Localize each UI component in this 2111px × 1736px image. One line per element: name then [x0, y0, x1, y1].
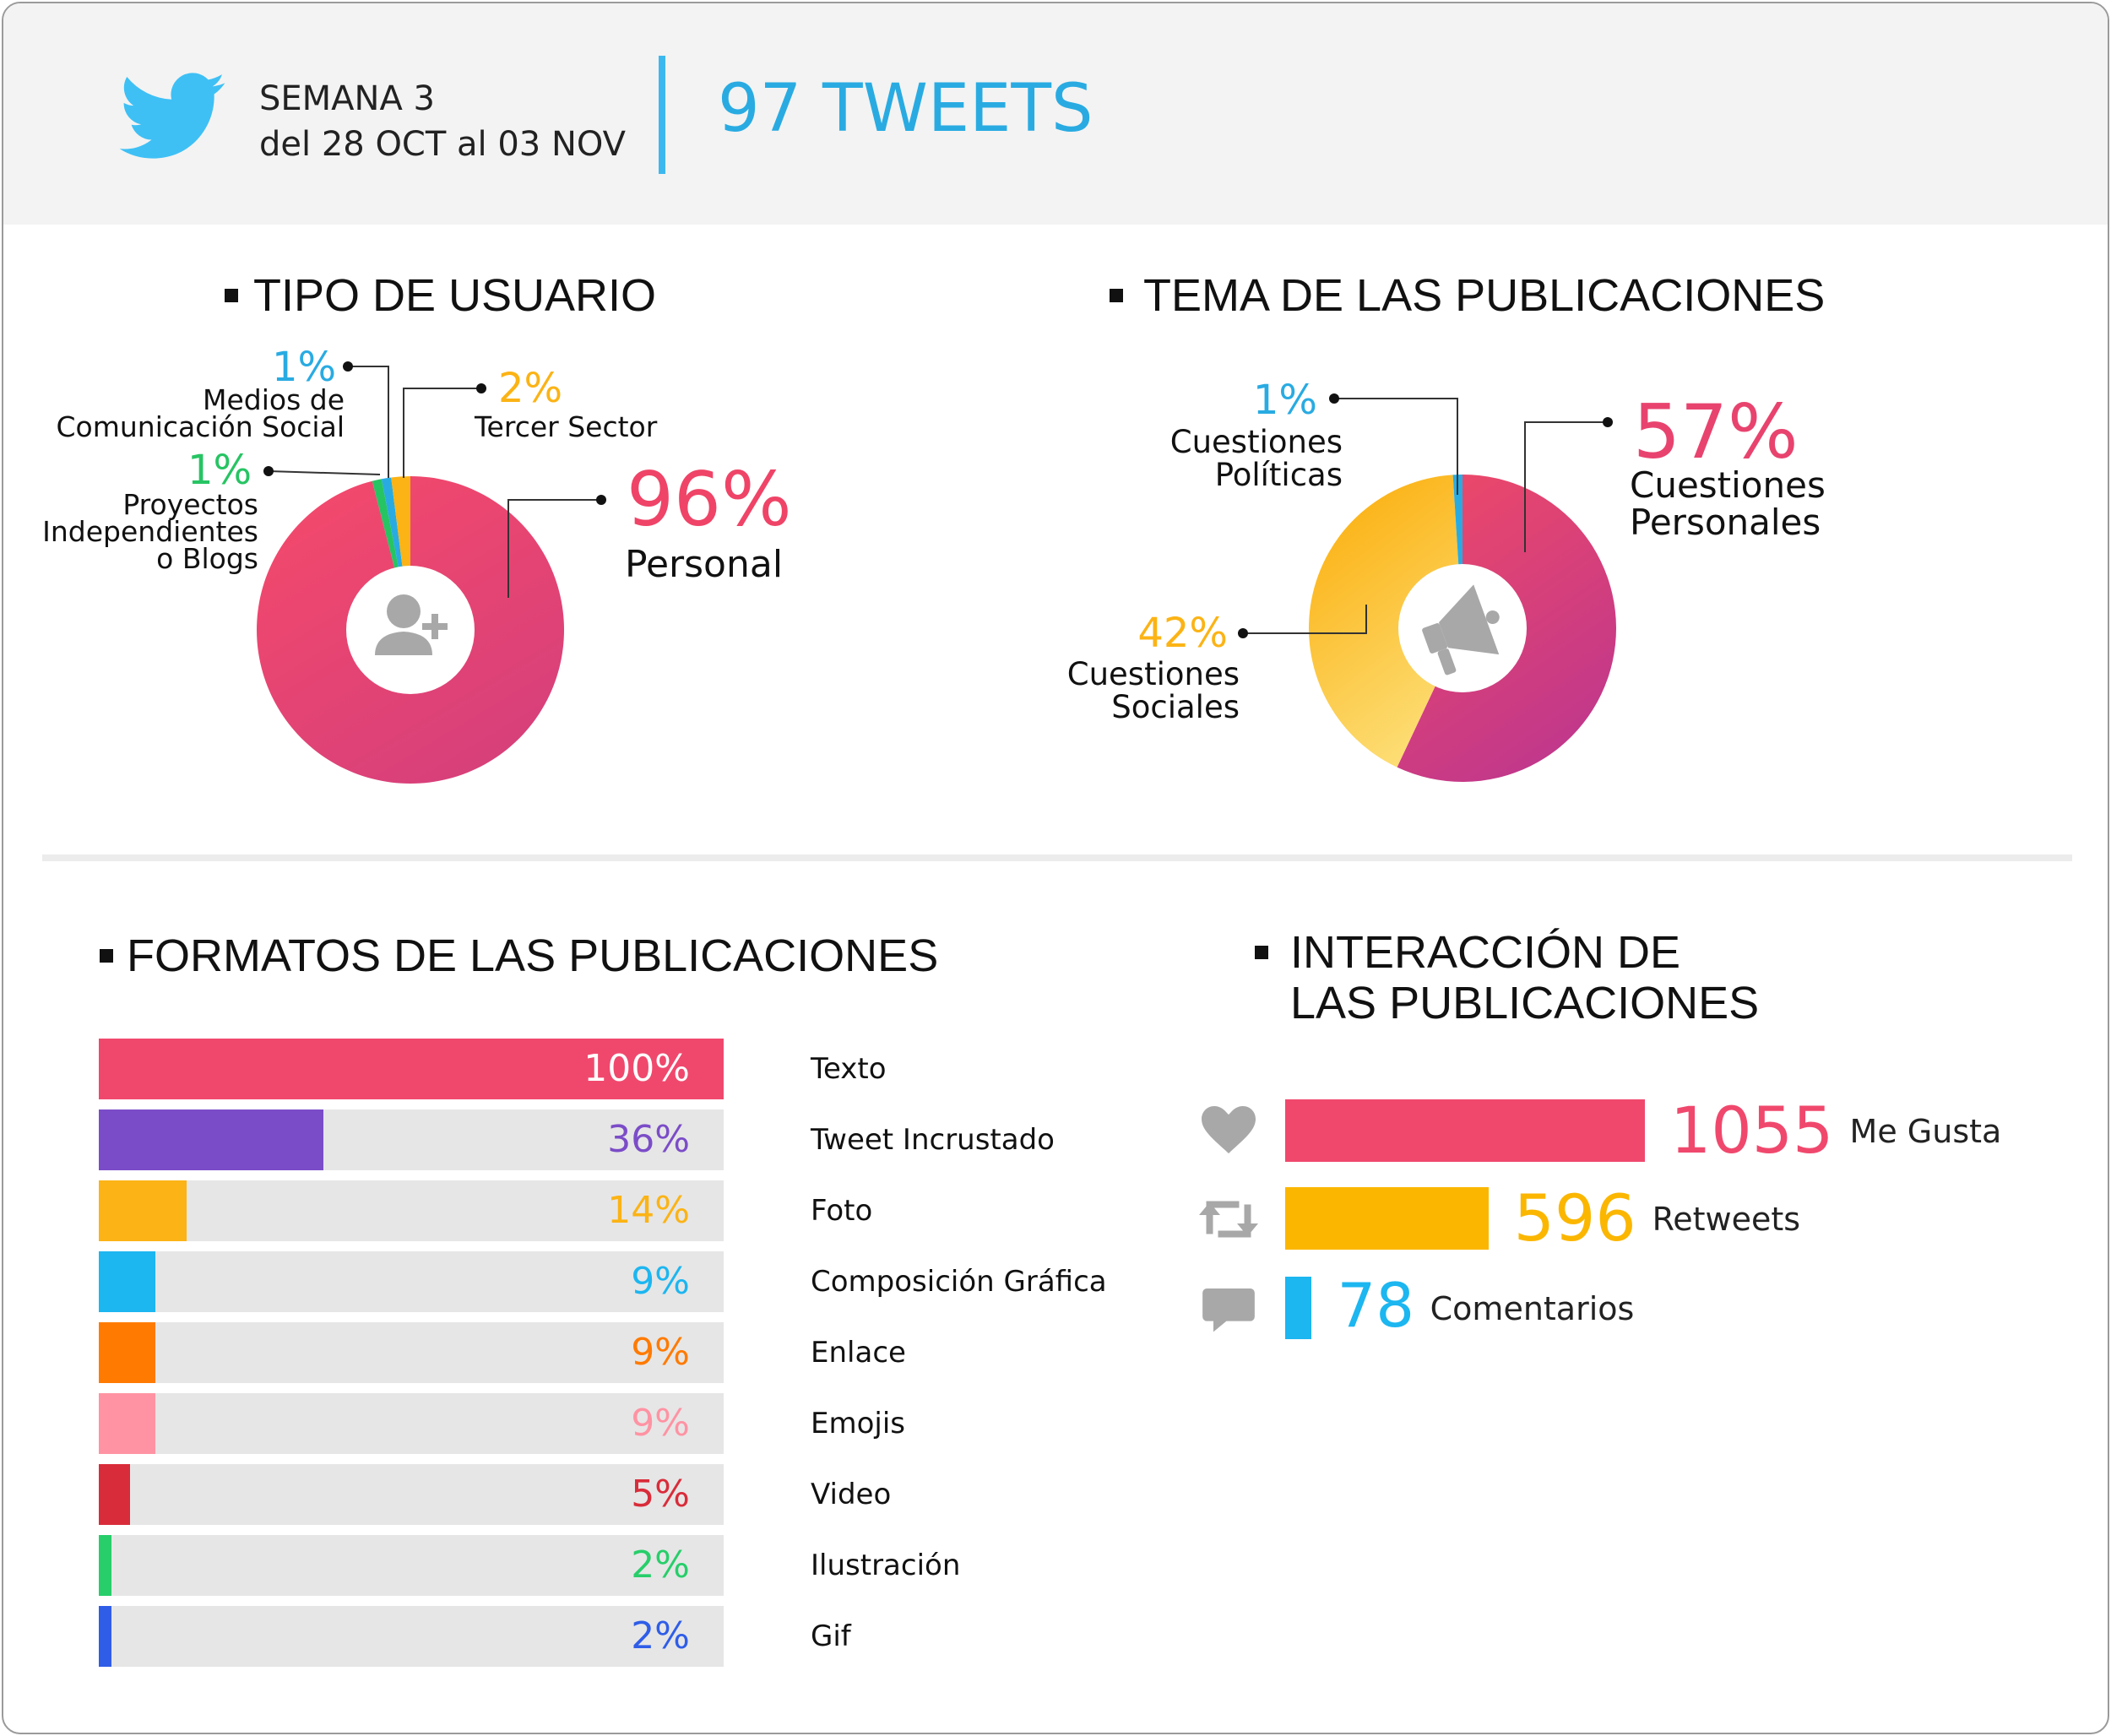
format-bar-value: 2%: [631, 1543, 690, 1587]
format-bar: [99, 1606, 111, 1667]
donut-hole: [346, 566, 475, 694]
format-bar-track: 2%: [99, 1606, 724, 1667]
section-title-interaccion-2: LAS PUBLICACIONES: [1290, 978, 1760, 1028]
section-title-usuario: TIPO DE USUARIO: [253, 270, 657, 321]
slice-label-sociales-2: Sociales: [1111, 689, 1240, 725]
slice-label-personal: Personal: [625, 543, 783, 586]
heart-icon: [1202, 1106, 1256, 1153]
format-bar: [99, 1251, 155, 1312]
pct-label-medios: 1%: [272, 344, 336, 391]
section-bullet: [100, 949, 113, 963]
section-title-formatos: FORMATOS DE LAS PUBLICACIONES: [127, 930, 939, 981]
format-bar: [99, 1109, 324, 1170]
megaphone-icon: [1422, 584, 1500, 675]
format-bar-track: 9%: [99, 1251, 724, 1312]
chart-tema: 57% Cuestiones Personales 1% Cuestiones …: [1067, 377, 1826, 782]
format-bar: [99, 1393, 155, 1454]
format-bar-value: 100%: [583, 1047, 690, 1090]
twitter-bird-icon: [119, 73, 225, 159]
section-title-interaccion-1: INTERACCIÓN DE: [1290, 927, 1681, 978]
format-bar-track: 100%: [99, 1039, 724, 1099]
retweet-icon: [1199, 1201, 1258, 1238]
format-bar-track: 14%: [99, 1180, 724, 1241]
format-bar: [99, 1322, 155, 1383]
format-bar-value: 36%: [607, 1118, 690, 1161]
interaction-label: Me Gusta: [1849, 1113, 2002, 1150]
format-bar-label: Video: [811, 1478, 892, 1511]
format-bar: [99, 1039, 724, 1099]
format-bar-track: 9%: [99, 1322, 724, 1383]
format-bar-value: 9%: [631, 1260, 690, 1303]
interaction-value: 78: [1337, 1270, 1415, 1341]
format-bar-label: Ilustración: [811, 1549, 961, 1582]
format-bar-track: 36%: [99, 1109, 724, 1170]
format-bar-label: Composición Gráfica: [811, 1265, 1107, 1299]
slice-label-personales-1: Cuestiones: [1630, 464, 1826, 506]
header-divider: [659, 56, 665, 174]
format-bar-label: Emojis: [811, 1407, 906, 1440]
tweet-count: 97 TWEETS: [718, 71, 1093, 147]
slice-label-sociales-1: Cuestiones: [1067, 656, 1240, 692]
format-bar-label: Enlace: [811, 1336, 906, 1370]
pct-label-tercer: 2%: [498, 365, 562, 412]
week-label: SEMANA 3: [259, 79, 435, 118]
slice-label-medios-2: Comunicación Social: [57, 410, 345, 443]
section-bullet: [225, 289, 238, 302]
interaction-bar: [1285, 1277, 1312, 1339]
slice-label-medios-1: Medios de: [203, 383, 345, 416]
format-bar: [99, 1535, 111, 1596]
pct-label-proyectos: 1%: [187, 447, 252, 494]
pct-label-politicas: 1%: [1253, 377, 1317, 424]
format-bar-label: Texto: [811, 1052, 887, 1086]
format-bar-value: 9%: [631, 1402, 690, 1445]
chart-tipo-usuario: 96% Personal 1% Medios de Comunicación S…: [42, 344, 792, 784]
format-bar-value: 9%: [631, 1331, 690, 1374]
slice-label-politicas-1: Cuestiones: [1170, 424, 1343, 460]
interaction-value: 596: [1513, 1180, 1636, 1256]
format-bar-track: 9%: [99, 1393, 724, 1454]
format-bar-value: 2%: [631, 1614, 690, 1657]
format-bar-track: 2%: [99, 1535, 724, 1596]
section-divider: [42, 854, 2072, 861]
slice-label-proyectos-1: Proyectos: [122, 488, 258, 521]
interaction-bar: [1285, 1187, 1489, 1250]
format-bar-track: 5%: [99, 1464, 724, 1525]
pct-label-personales: 57%: [1633, 388, 1799, 475]
format-bar: [99, 1464, 130, 1525]
section-bullet: [1110, 289, 1123, 302]
format-bar-value: 5%: [631, 1473, 690, 1516]
format-bar-label: Foto: [811, 1194, 873, 1228]
format-bar-value: 14%: [607, 1189, 690, 1232]
format-bar: [99, 1180, 187, 1241]
interaction-label: Comentarios: [1430, 1290, 1635, 1327]
slice-label-proyectos-3: o Blogs: [156, 542, 258, 575]
pct-label-personal: 96%: [627, 456, 792, 543]
user-add-icon: [375, 594, 448, 655]
interaction-value: 1055: [1670, 1093, 1834, 1168]
date-range: del 28 OCT al 03 NOV: [259, 125, 627, 164]
format-bar-label: Gif: [811, 1619, 851, 1653]
interaction-bar: [1285, 1099, 1645, 1162]
pct-label-sociales: 42%: [1137, 610, 1228, 657]
interaction-label: Retweets: [1652, 1201, 1801, 1238]
format-bar-label: Tweet Incrustado: [811, 1123, 1055, 1157]
comment-icon: [1202, 1288, 1255, 1332]
slice-label-personales-2: Personales: [1630, 502, 1821, 543]
pie-slice: [1309, 475, 1463, 768]
slice-label-tercer: Tercer Sector: [474, 410, 658, 443]
header-band: SEMANA 3 del 28 OCT al 03 NOV 97 TWEETS: [3, 3, 2108, 225]
slice-label-proyectos-2: Independientes: [42, 515, 258, 548]
section-bullet: [1255, 946, 1268, 959]
slice-label-politicas-2: Políticas: [1215, 457, 1343, 493]
section-title-tema: TEMA DE LAS PUBLICACIONES: [1143, 270, 1826, 321]
